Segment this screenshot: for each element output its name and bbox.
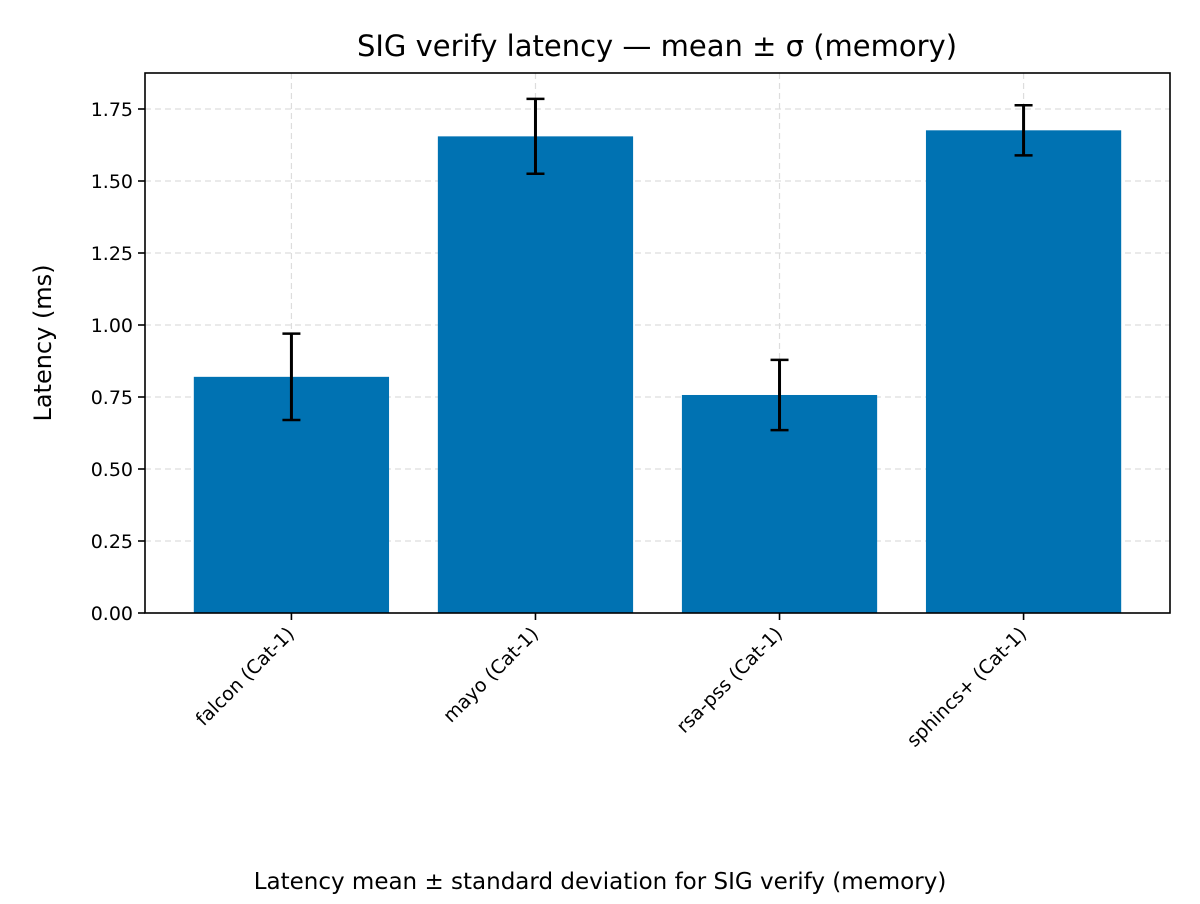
x-tick-label: rsa-pss (Cat-1) — [672, 623, 787, 738]
chart-title: SIG verify latency — mean ± σ (memory) — [357, 29, 957, 63]
error-bars — [282, 97, 1033, 432]
y-tick-label: 1.00 — [91, 315, 133, 337]
y-tick-label: 0.75 — [91, 387, 133, 409]
chart-caption: Latency mean ± standard deviation for SI… — [254, 869, 947, 895]
bars — [193, 130, 1122, 614]
bar-4 — [925, 130, 1122, 613]
bar-2 — [437, 136, 634, 614]
plot-frame — [144, 72, 1171, 614]
y-tick-label: 1.50 — [91, 171, 133, 193]
x-tick-label: sphincs+ (Cat-1) — [903, 623, 1032, 752]
y-axis-label: Latency (ms) — [29, 264, 57, 421]
y-tick-label: 0.00 — [91, 603, 133, 625]
y-tick-label: 1.25 — [91, 243, 133, 265]
y-tick-label: 0.50 — [91, 459, 133, 481]
y-tick-label: 1.75 — [91, 99, 133, 121]
x-tick-label: mayo (Cat-1) — [439, 623, 543, 727]
y-tick-label: 0.25 — [91, 531, 133, 553]
x-tick-label: falcon (Cat-1) — [192, 623, 299, 730]
